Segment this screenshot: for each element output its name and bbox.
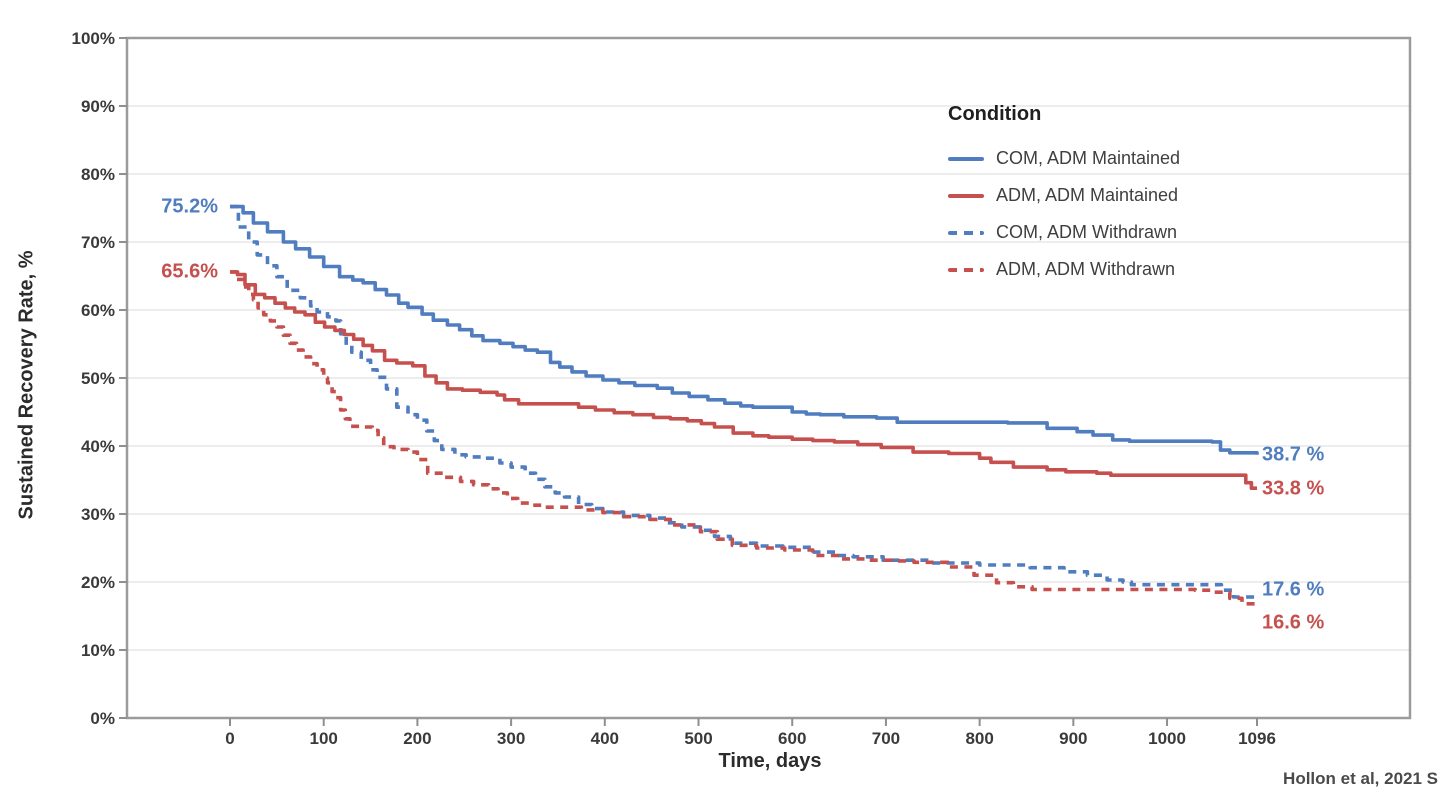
legend-item-com-adm-withdrawn: COM, ADM Withdrawn	[948, 214, 1180, 251]
x-tick-label-700: 700	[872, 729, 900, 748]
start-value-label-adm: 65.6%	[161, 260, 218, 283]
y-axis-title: Sustained Recovery Rate, %	[15, 250, 38, 520]
y-tick-label-30: 30%	[81, 505, 115, 524]
y-tick-label-80: 80%	[81, 165, 115, 184]
citation-text: Hollon et al, 2021 S	[1283, 769, 1438, 788]
legend-item-adm-adm-maintained: ADM, ADM Maintained	[948, 177, 1180, 214]
x-tick-label-300: 300	[497, 729, 525, 748]
legend-item-label: ADM, ADM Maintained	[996, 185, 1179, 205]
legend-title: Condition	[948, 103, 1042, 125]
x-tick-label-600: 600	[778, 729, 806, 748]
series-curve-adm-adm-withdrawn	[230, 270, 1259, 606]
y-tick-label-10: 10%	[81, 641, 115, 660]
legend: Condition COM, ADM Maintained ADM, ADM M…	[948, 103, 1180, 288]
legend-item-label: COM, ADM Maintained	[996, 148, 1181, 168]
x-tick-label-400: 400	[591, 729, 619, 748]
series-curve-com-adm-maintained	[230, 204, 1259, 455]
x-tick-label-100: 100	[310, 729, 338, 748]
legend-item-label: COM, ADM Withdrawn	[996, 222, 1178, 242]
y-tick-label-20: 20%	[81, 573, 115, 592]
end-value-label-com-maintained: 38.7 %	[1262, 443, 1325, 466]
legend-line-swatch-solid-blue-icon	[948, 156, 984, 161]
y-tick-label-0: 0%	[90, 709, 115, 728]
y-tick-label-90: 90%	[81, 97, 115, 116]
series-curve-adm-adm-maintained	[230, 270, 1257, 490]
end-value-label-com-withdrawn: 17.6 %	[1262, 578, 1325, 601]
y-tick-label-40: 40%	[81, 437, 115, 456]
end-value-label-adm-maintained: 33.8 %	[1262, 477, 1325, 500]
end-value-label-adm-withdrawn: 16.6 %	[1262, 611, 1325, 634]
x-tick-label-1096: 1096	[1238, 729, 1276, 748]
legend-item-adm-adm-withdrawn: ADM, ADM Withdrawn	[948, 251, 1180, 288]
legend-line-swatch-solid-red-icon	[948, 193, 984, 198]
x-tick-label-1000: 1000	[1148, 729, 1186, 748]
x-tick-label-900: 900	[1059, 729, 1087, 748]
legend-item-label: ADM, ADM Withdrawn	[996, 259, 1176, 279]
y-tick-label-50: 50%	[81, 369, 115, 388]
x-tick-label-500: 500	[684, 729, 712, 748]
y-tick-label-70: 70%	[81, 233, 115, 252]
y-tick-label-100: 100%	[72, 29, 115, 48]
legend-line-swatch-dashed-blue-icon	[948, 230, 984, 235]
x-axis-title: Time, days	[718, 750, 822, 772]
x-tick-label-200: 200	[403, 729, 431, 748]
legend-line-swatch-dashed-red-icon	[948, 267, 984, 272]
legend-item-com-adm-maintained: COM, ADM Maintained	[948, 140, 1180, 177]
x-tick-label-800: 800	[965, 729, 993, 748]
y-tick-label-60: 60%	[81, 301, 115, 320]
x-tick-label-0: 0	[225, 729, 234, 748]
start-value-label-com: 75.2%	[161, 195, 218, 218]
